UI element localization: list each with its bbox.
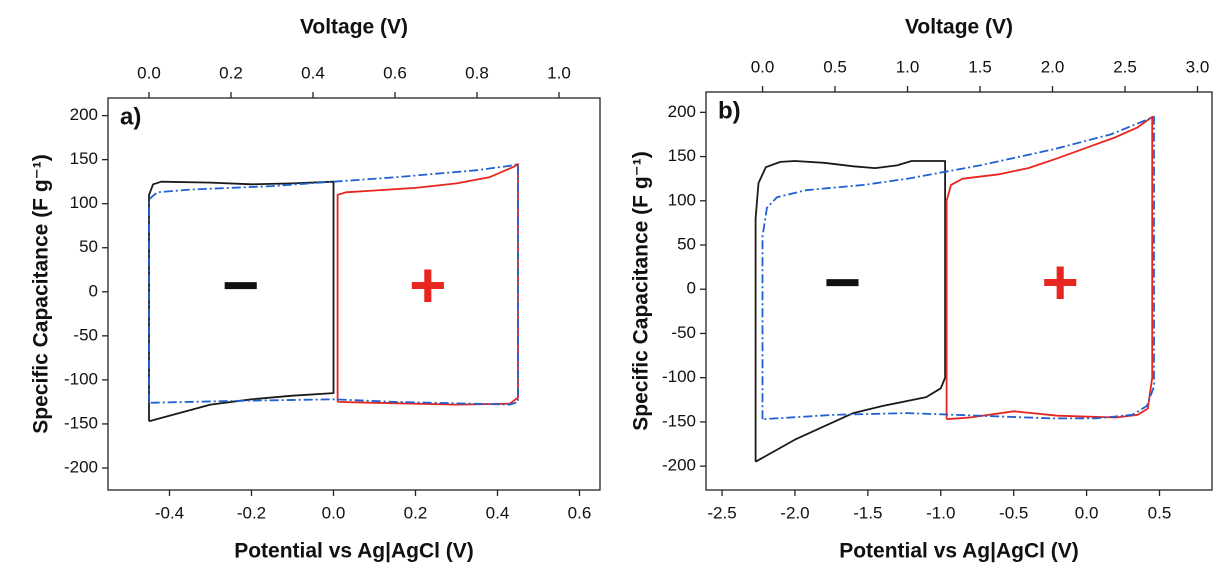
- y-tick-label: 150: [668, 146, 696, 165]
- y-tick-label: 200: [668, 102, 696, 121]
- y-tick-label: 100: [70, 193, 98, 212]
- cv-curve: [336, 163, 519, 406]
- y-tick-label: -150: [662, 411, 696, 430]
- y-axis-label: Specific Capacitance (F g⁻¹): [630, 151, 653, 430]
- y-tick-label: -200: [64, 457, 98, 476]
- x2-tick-label: 2.5: [1113, 57, 1137, 76]
- x-tick-label: -1.5: [853, 503, 882, 522]
- x-tick-label: -0.2: [237, 503, 266, 522]
- x-axis-label: Potential vs Ag|AgCl (V): [839, 540, 1079, 563]
- x2-tick-label: 0.5: [823, 57, 847, 76]
- sign-annotation: +: [1042, 246, 1079, 318]
- panel: -0.4 -0.2 0.0 0.2 0.4 0.6 0.0 0.2 0.4 0.6 0.8 1.0 20…: [30, 16, 601, 563]
- sign-annotation: −: [222, 249, 259, 321]
- cv-curve: [148, 180, 335, 423]
- x2-tick-label: 0.8: [465, 63, 489, 82]
- panel-label: a): [120, 103, 141, 130]
- x-tick-label: -0.5: [999, 503, 1028, 522]
- sign-annotation: +: [409, 249, 446, 321]
- plot-frame: [107, 97, 601, 491]
- y-tick-label: -150: [64, 413, 98, 432]
- x2-tick-label: 0.0: [751, 57, 775, 76]
- y-tick-label: 50: [677, 234, 696, 253]
- x2-axis-label: Voltage (V): [300, 16, 408, 39]
- x-tick-label: -2.0: [780, 503, 809, 522]
- sign-annotation: −: [824, 246, 861, 318]
- x2-tick-label: 1.0: [547, 63, 571, 82]
- x2-tick-label: 1.5: [968, 57, 992, 76]
- x-tick-label: 0.5: [1148, 503, 1172, 522]
- y-axis-label: Specific Capacitance (F g⁻¹): [30, 154, 53, 433]
- cv-curve: [148, 163, 519, 406]
- y-tick-label: 50: [79, 237, 98, 256]
- x-tick-label: 0.6: [568, 503, 592, 522]
- x-tick-label: 0.4: [486, 503, 510, 522]
- y-tick-label: 150: [70, 149, 98, 168]
- x2-axis-label: Voltage (V): [905, 16, 1013, 39]
- x-tick-label: 0.2: [404, 503, 428, 522]
- y-tick-label: 0: [89, 281, 98, 300]
- y-tick-label: -50: [671, 323, 696, 342]
- x-tick-label: -2.5: [707, 503, 736, 522]
- cv-curve: [945, 115, 1154, 421]
- y-tick-label: 100: [668, 190, 696, 209]
- x2-tick-label: 0.4: [301, 63, 325, 82]
- y-tick-label: -50: [73, 325, 98, 344]
- x-tick-label: -1.0: [926, 503, 955, 522]
- cv-curve: [761, 115, 1155, 421]
- y-tick-label: -100: [64, 369, 98, 388]
- x-tick-label: 0.0: [322, 503, 346, 522]
- x2-tick-label: 0.0: [137, 63, 161, 82]
- x2-tick-label: 2.0: [1041, 57, 1065, 76]
- y-tick-label: 0: [687, 279, 696, 298]
- panel: -2.5 -2.0 -1.5 -1.0 -0.5 0.0 0.5 0.0 0.5 1.0 1.5 2.…: [630, 16, 1213, 563]
- cv-curve: [754, 160, 946, 463]
- plot-frame: [705, 91, 1213, 491]
- y-tick-label: 200: [70, 105, 98, 124]
- x2-tick-label: 1.0: [896, 57, 920, 76]
- panel-label: b): [718, 97, 741, 124]
- x2-tick-label: 0.6: [383, 63, 407, 82]
- x-tick-label: -0.4: [155, 503, 184, 522]
- x2-tick-label: 0.2: [219, 63, 243, 82]
- x-axis-label: Potential vs Ag|AgCl (V): [234, 540, 474, 563]
- y-tick-label: -200: [662, 456, 696, 475]
- y-tick-label: -100: [662, 367, 696, 386]
- x-tick-label: 0.0: [1075, 503, 1099, 522]
- x2-tick-label: 3.0: [1186, 57, 1210, 76]
